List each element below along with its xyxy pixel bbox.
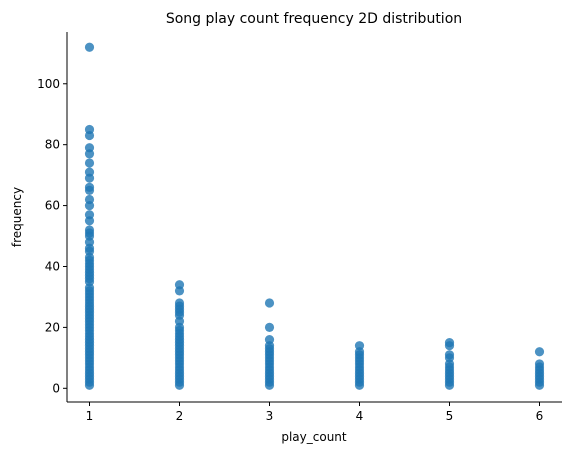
chart-title: Song play count frequency 2D distributio… — [166, 11, 462, 27]
y-tick-label: 60 — [45, 199, 60, 213]
data-point — [354, 341, 365, 351]
data-point — [84, 225, 95, 235]
data-point — [534, 359, 545, 369]
data-points — [84, 42, 545, 390]
data-point — [84, 167, 95, 177]
x-tick-label: 5 — [446, 409, 454, 423]
y-tick-label: 80 — [45, 138, 60, 152]
data-point — [444, 338, 455, 348]
data-point — [84, 182, 95, 192]
x-tick-label: 6 — [536, 409, 544, 423]
x-ticks: 1 2 3 4 5 6 — [86, 402, 544, 423]
data-point — [84, 210, 95, 220]
y-tick-label: 40 — [45, 259, 60, 273]
x-tick-label: 2 — [176, 409, 184, 423]
data-point — [264, 298, 275, 308]
data-point — [534, 347, 545, 357]
data-point — [84, 158, 95, 168]
data-point — [264, 334, 275, 345]
data-point — [174, 298, 185, 308]
data-point — [84, 194, 95, 205]
y-ticks: 0 20 40 60 80 100 — [37, 77, 67, 395]
x-axis-label: play_count — [281, 430, 347, 444]
data-point — [84, 143, 95, 153]
x-tick-label: 4 — [356, 409, 364, 423]
y-tick-label: 0 — [52, 381, 60, 395]
data-point — [84, 42, 95, 52]
data-point — [264, 322, 275, 332]
y-axis-label: frequency — [10, 187, 24, 247]
y-tick-label: 20 — [45, 320, 60, 334]
x-tick-label: 3 — [266, 409, 274, 423]
x-tick-label: 1 — [86, 409, 94, 423]
y-tick-label: 100 — [37, 77, 60, 91]
data-point — [84, 124, 95, 135]
data-point — [174, 280, 185, 290]
data-point — [444, 350, 455, 360]
